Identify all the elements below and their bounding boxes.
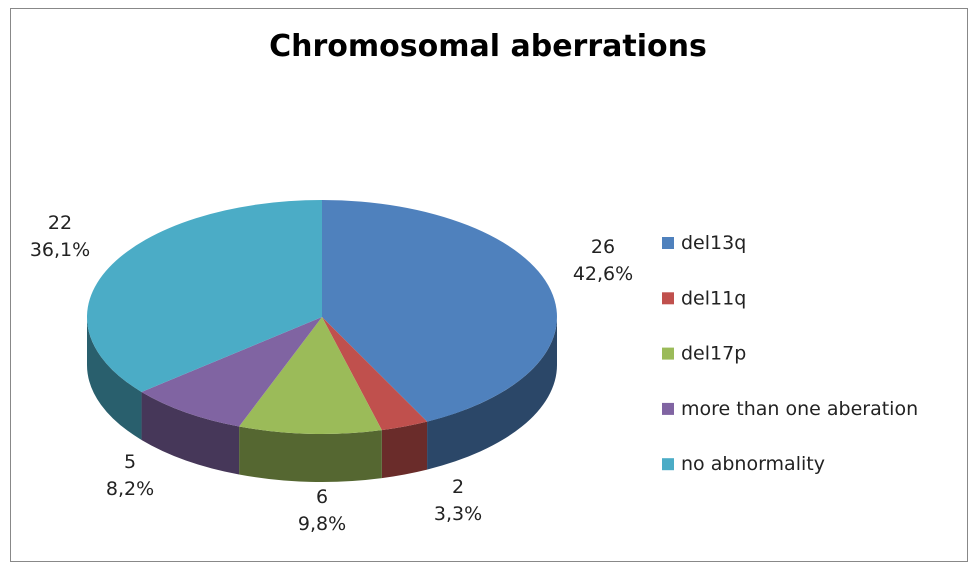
legend-label: more than one aberation	[681, 398, 918, 420]
legend-label: del17p	[681, 343, 746, 365]
slice	[239, 317, 382, 435]
legend-label: del11q	[681, 287, 746, 309]
percent-label: 9,8%	[298, 513, 346, 535]
legend-swatch	[662, 292, 674, 305]
slice-side	[427, 317, 557, 470]
legend-label: no abnormality	[681, 453, 825, 475]
slice	[322, 317, 428, 431]
legend-swatch	[662, 237, 674, 249]
slice-side	[239, 426, 382, 482]
value-label: 26	[591, 236, 615, 258]
value-label: 2	[452, 476, 464, 498]
value-label: 5	[124, 451, 136, 473]
percent-label: 3,3%	[434, 503, 482, 525]
legend-swatch	[662, 347, 674, 360]
percent-label: 8,2%	[106, 478, 154, 500]
slice	[86, 200, 322, 392]
slice	[141, 317, 322, 427]
slice-side	[381, 421, 428, 479]
slice-side	[141, 391, 240, 475]
slice	[322, 200, 557, 422]
value-label: 6	[316, 486, 328, 508]
percent-label: 36,1%	[30, 239, 90, 261]
legend-swatch	[662, 402, 674, 415]
legend-label: del13q	[681, 232, 746, 254]
chart-title: Chromosomal aberrations	[269, 29, 707, 64]
percent-label: 42,6%	[573, 263, 633, 285]
slice-side	[87, 317, 142, 440]
value-label: 22	[48, 212, 72, 234]
legend-swatch	[662, 458, 674, 471]
